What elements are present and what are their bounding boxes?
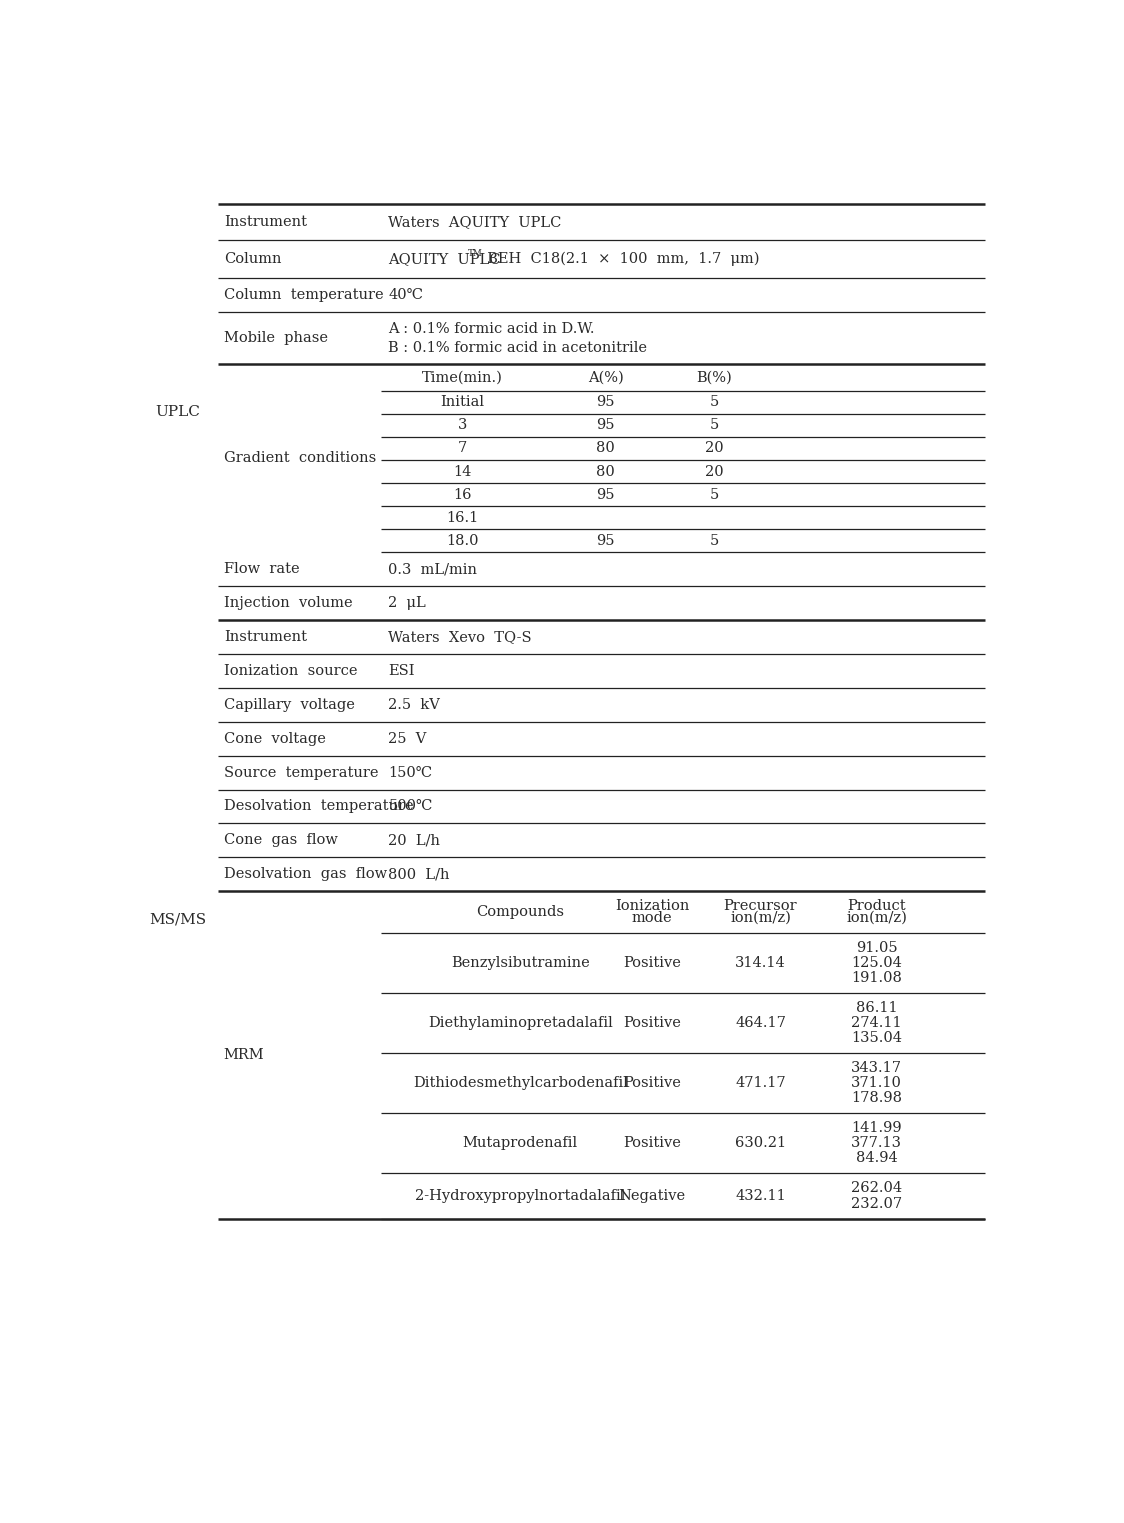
Text: 2  μL: 2 μL: [389, 595, 426, 611]
Text: 2-Hydroxypropylnortadalafil: 2-Hydroxypropylnortadalafil: [415, 1189, 625, 1203]
Text: 95: 95: [596, 419, 615, 433]
Text: Column: Column: [224, 251, 282, 267]
Text: 432.11: 432.11: [735, 1189, 786, 1203]
Text: 16.1: 16.1: [446, 510, 478, 525]
Text: Desolvation  temperature: Desolvation temperature: [224, 800, 414, 813]
Text: 630.21: 630.21: [735, 1136, 786, 1150]
Text: 0.3  mL/min: 0.3 mL/min: [389, 562, 478, 576]
Text: MRM: MRM: [224, 1048, 264, 1062]
Text: 95: 95: [596, 487, 615, 501]
Text: 20  L/h: 20 L/h: [389, 833, 441, 847]
Text: 800  L/h: 800 L/h: [389, 867, 450, 882]
Text: Ionization: Ionization: [615, 899, 689, 914]
Text: 20: 20: [705, 442, 724, 455]
Text: Diethylaminopretadalafil: Diethylaminopretadalafil: [428, 1016, 613, 1030]
Text: B(%): B(%): [696, 370, 732, 385]
Text: Initial: Initial: [441, 394, 484, 410]
Text: 464.17: 464.17: [735, 1016, 786, 1030]
Text: MS/MS: MS/MS: [149, 912, 207, 926]
Text: 84.94: 84.94: [855, 1151, 898, 1165]
Text: 141.99: 141.99: [852, 1121, 903, 1135]
Text: Mobile  phase: Mobile phase: [224, 332, 328, 346]
Text: 16: 16: [453, 487, 471, 501]
Text: 3: 3: [457, 419, 466, 433]
Text: Benzylsibutramine: Benzylsibutramine: [451, 956, 590, 970]
Text: 2.5  kV: 2.5 kV: [389, 698, 441, 711]
Text: Precursor: Precursor: [724, 899, 797, 914]
Text: 135.04: 135.04: [851, 1031, 903, 1045]
Text: 500℃: 500℃: [389, 800, 433, 813]
Text: 5: 5: [709, 394, 718, 410]
Text: 5: 5: [709, 419, 718, 433]
Text: BEH  C18(2.1  ×  100  mm,  1.7  μm): BEH C18(2.1 × 100 mm, 1.7 μm): [479, 251, 760, 267]
Text: Positive: Positive: [623, 1136, 681, 1150]
Text: Negative: Negative: [618, 1189, 686, 1203]
Text: Flow  rate: Flow rate: [224, 562, 300, 576]
Text: ESI: ESI: [389, 664, 415, 678]
Text: Cone  voltage: Cone voltage: [224, 731, 326, 746]
Text: 343.17: 343.17: [851, 1062, 903, 1075]
Text: AQUITY  UPLC: AQUITY UPLC: [389, 251, 501, 267]
Text: 86.11: 86.11: [856, 1001, 898, 1014]
Text: UPLC: UPLC: [155, 405, 200, 419]
Text: 91.05: 91.05: [856, 941, 898, 955]
Text: Waters  Xevo  TQ-S: Waters Xevo TQ-S: [389, 631, 532, 644]
Text: 371.10: 371.10: [851, 1075, 903, 1090]
Text: 125.04: 125.04: [851, 956, 903, 970]
Text: 274.11: 274.11: [852, 1016, 903, 1030]
Text: Dithiodesmethylcarbodenafil: Dithiodesmethylcarbodenafil: [413, 1075, 627, 1090]
Text: 95: 95: [596, 533, 615, 548]
Text: Capillary  voltage: Capillary voltage: [224, 698, 355, 711]
Text: Time(min.): Time(min.): [422, 370, 502, 385]
Text: 262.04: 262.04: [851, 1182, 903, 1196]
Text: 80: 80: [596, 465, 615, 478]
Text: Column  temperature: Column temperature: [224, 288, 383, 302]
Text: 40℃: 40℃: [389, 288, 424, 302]
Text: Gradient  conditions: Gradient conditions: [224, 451, 377, 466]
Text: 80: 80: [596, 442, 615, 455]
Text: 18.0: 18.0: [446, 533, 479, 548]
Text: 178.98: 178.98: [851, 1090, 903, 1104]
Text: Injection  volume: Injection volume: [224, 595, 353, 611]
Text: Source  temperature: Source temperature: [224, 766, 379, 780]
Text: Positive: Positive: [623, 956, 681, 970]
Text: 191.08: 191.08: [851, 970, 903, 985]
Text: 95: 95: [596, 394, 615, 410]
Text: 377.13: 377.13: [851, 1136, 903, 1150]
Text: A : 0.1% formic acid in D.W.: A : 0.1% formic acid in D.W.: [389, 321, 595, 337]
Text: 314.14: 314.14: [735, 956, 786, 970]
Text: Positive: Positive: [623, 1075, 681, 1090]
Text: Mutaprodenafil: Mutaprodenafil: [463, 1136, 578, 1150]
Text: 232.07: 232.07: [851, 1197, 903, 1211]
Text: ion(m/z): ion(m/z): [731, 911, 791, 924]
Text: Waters  AQUITY  UPLC: Waters AQUITY UPLC: [389, 215, 562, 228]
Text: 471.17: 471.17: [735, 1075, 786, 1090]
Text: Positive: Positive: [623, 1016, 681, 1030]
Text: Ionization  source: Ionization source: [224, 664, 357, 678]
Text: Compounds: Compounds: [477, 905, 564, 918]
Text: 7: 7: [457, 442, 466, 455]
Text: 25  V: 25 V: [389, 731, 427, 746]
Text: Instrument: Instrument: [224, 631, 307, 644]
Text: 150℃: 150℃: [389, 766, 433, 780]
Text: 14: 14: [453, 465, 471, 478]
Text: ion(m/z): ion(m/z): [846, 911, 907, 924]
Text: Desolvation  gas  flow: Desolvation gas flow: [224, 867, 388, 882]
Text: Product: Product: [847, 899, 906, 914]
Text: B : 0.1% formic acid in acetonitrile: B : 0.1% formic acid in acetonitrile: [389, 341, 647, 355]
Text: TM: TM: [468, 250, 482, 257]
Text: Instrument: Instrument: [224, 215, 307, 228]
Text: 20: 20: [705, 465, 724, 478]
Text: 5: 5: [709, 487, 718, 501]
Text: mode: mode: [632, 911, 672, 924]
Text: 5: 5: [709, 533, 718, 548]
Text: Cone  gas  flow: Cone gas flow: [224, 833, 338, 847]
Text: A(%): A(%): [588, 370, 624, 385]
